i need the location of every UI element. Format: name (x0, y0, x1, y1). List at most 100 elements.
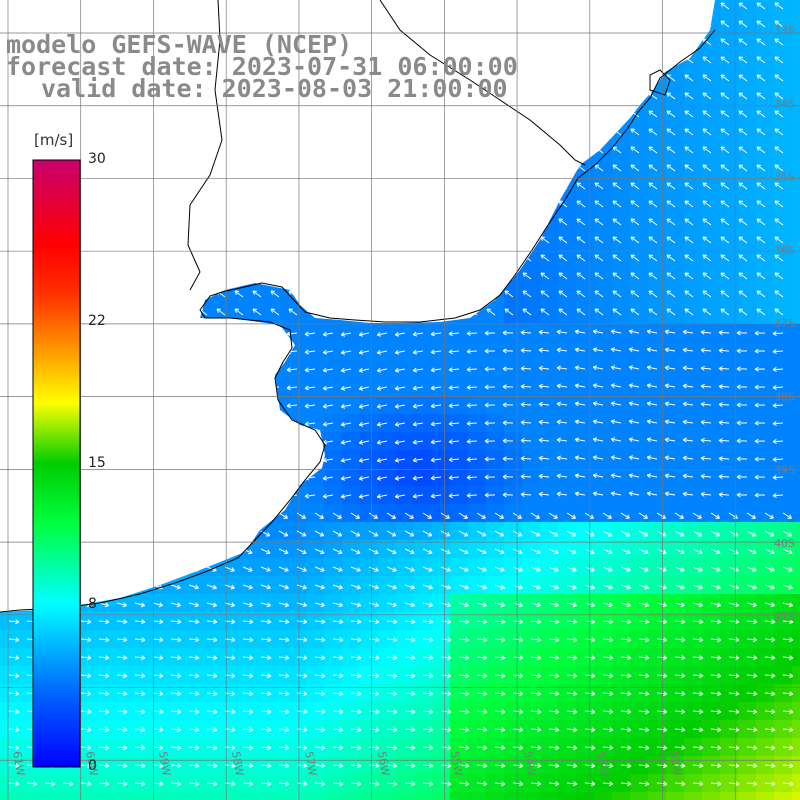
wind-arrow (746, 530, 757, 537)
wind-cell (666, 792, 684, 800)
wind-arrow (322, 385, 334, 391)
wind-arrow (458, 619, 470, 625)
wind-arrow (736, 330, 748, 336)
wind-cell (792, 738, 800, 756)
wind-cell (792, 684, 800, 702)
wind-arrow (738, 308, 748, 316)
wind-arrow (556, 491, 568, 497)
wind-arrow (566, 602, 578, 608)
wind-arrow (530, 512, 540, 519)
wind-arrow (152, 602, 164, 608)
wind-arrow (754, 402, 766, 408)
wind-arrow (782, 530, 793, 537)
wind-cell (468, 792, 486, 800)
wind-arrow (594, 200, 604, 208)
wind-arrow (376, 403, 388, 409)
wind-arrow (638, 602, 650, 608)
wind-arrow (718, 474, 730, 480)
wind-arrow (772, 367, 784, 372)
wind-arrow (494, 566, 505, 572)
wind-arrow (358, 367, 370, 373)
wind-arrow (646, 491, 658, 497)
wind-arrow (754, 330, 766, 336)
wind-arrow (700, 437, 712, 443)
wind-arrow (736, 420, 748, 426)
wind-arrow (242, 584, 253, 590)
wind-arrow (738, 236, 748, 244)
wind-arrow (358, 403, 370, 409)
wind-arrow (394, 493, 406, 499)
wind-arrow (548, 530, 559, 537)
wind-arrow (502, 492, 514, 498)
wind-arrow (602, 566, 613, 572)
wind-arrow (594, 164, 604, 172)
wind-arrow (756, 2, 766, 10)
wind-cell (648, 792, 666, 800)
wind-arrow (674, 512, 684, 519)
wind-arrow (738, 56, 748, 64)
wind-arrow (576, 290, 586, 298)
wind-arrow (620, 602, 632, 608)
wind-arrow (368, 584, 379, 590)
wind-arrow (358, 349, 370, 355)
wind-arrow (512, 566, 523, 572)
wind-arrow (394, 367, 406, 373)
wind-arrow (368, 548, 379, 555)
wind-arrow (720, 164, 730, 172)
wind-arrow (620, 584, 631, 590)
wind-arrow (422, 619, 434, 625)
wind-arrow (476, 566, 487, 572)
wind-arrow (466, 474, 478, 480)
lat-tick-label: 34S (774, 97, 795, 110)
wind-arrow (188, 602, 200, 608)
wind-arrow (664, 347, 676, 353)
wind-arrow (520, 366, 532, 372)
wind-arrow (260, 566, 271, 572)
wind-arrow (574, 365, 586, 371)
wind-arrow (430, 475, 442, 481)
wind-arrow (738, 254, 748, 262)
wind-arrow (296, 566, 307, 572)
wind-arrow (576, 200, 586, 208)
wind-arrow (340, 331, 352, 337)
wind-cell (54, 792, 72, 800)
wind-arrow (322, 493, 334, 499)
wind-arrow (502, 420, 514, 426)
wind-arrow (440, 602, 452, 608)
wind-arrow (684, 290, 694, 298)
wind-arrow (278, 602, 290, 608)
wind-arrow (700, 401, 712, 407)
wind-arrow (700, 347, 712, 353)
wind-arrow (494, 584, 505, 590)
wind-arrow (592, 491, 604, 497)
wind-arrow (754, 420, 766, 426)
wind-arrow (368, 530, 379, 537)
wind-arrow (538, 419, 550, 425)
wind-arrow (188, 584, 199, 590)
wind-arrow (702, 254, 712, 262)
wind-arrow (332, 548, 343, 555)
wind-arrow (774, 2, 784, 10)
wind-arrow (736, 384, 748, 390)
wind-arrow (664, 383, 676, 389)
wind-arrow (656, 619, 668, 625)
wind-arrow (376, 421, 388, 427)
wind-arrow (134, 619, 146, 625)
wind-arrow (412, 403, 424, 409)
wind-arrow (448, 403, 460, 409)
wind-arrow (702, 200, 712, 208)
wind-arrow (576, 236, 586, 244)
wind-arrow (332, 512, 342, 519)
wind-arrow (682, 491, 694, 497)
wind-arrow (612, 290, 622, 298)
wind-arrow (664, 491, 676, 497)
wind-arrow (152, 619, 164, 625)
wind-arrow (692, 584, 703, 590)
wind-arrow (610, 401, 622, 407)
wind-arrow (674, 602, 686, 608)
wind-arrow (656, 584, 667, 590)
wind-arrow (340, 475, 352, 481)
wind-arrow (764, 548, 775, 555)
wind-arrow (674, 566, 685, 572)
wind-arrow (684, 308, 694, 316)
